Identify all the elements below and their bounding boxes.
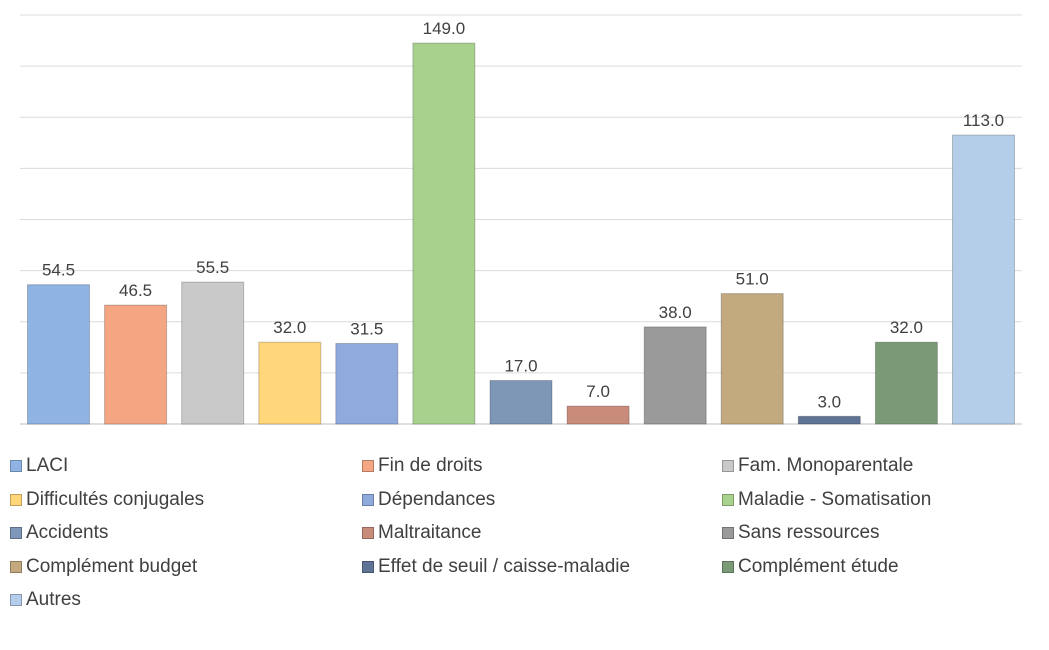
data-label-12: 32.0 bbox=[890, 318, 923, 337]
data-label-9: 38.0 bbox=[659, 303, 692, 322]
legend-label: Maltraitance bbox=[378, 522, 482, 543]
legend-swatch bbox=[362, 560, 374, 573]
data-label-11: 3.0 bbox=[817, 392, 841, 411]
legend-item-2: Fin de droits bbox=[362, 452, 483, 480]
bar-10 bbox=[720, 293, 784, 425]
legend-item-8: Maltraitance bbox=[362, 519, 482, 547]
legend-label: Complément budget bbox=[26, 555, 198, 577]
bar-13 bbox=[952, 134, 1015, 425]
legend-item-3: Fam. Monoparentale bbox=[722, 452, 913, 480]
bar-6 bbox=[412, 42, 476, 425]
legend-item-7: Accidents bbox=[10, 519, 108, 547]
data-label-4: 32.0 bbox=[273, 318, 306, 337]
legend-item-12: Complément étude bbox=[722, 553, 899, 581]
legend-label: Fam. Monoparentale bbox=[738, 455, 914, 476]
legend-item-13: Autres bbox=[10, 586, 81, 614]
data-label-5: 31.5 bbox=[350, 320, 383, 339]
legend-label: Effet de seuil / caisse-maladie bbox=[378, 555, 631, 577]
legend-label: Fin de droits bbox=[378, 455, 483, 476]
legend-swatch bbox=[10, 493, 22, 506]
legend-label: Accidents bbox=[26, 522, 109, 543]
data-label-2: 46.5 bbox=[119, 281, 152, 300]
legend-swatch bbox=[722, 460, 734, 472]
legend-swatch bbox=[10, 527, 22, 539]
legend-swatch bbox=[722, 527, 734, 539]
legend-label: Complément étude bbox=[738, 555, 899, 577]
legend-item-10: Complément budget bbox=[10, 553, 197, 581]
legend-label: Difficultés conjugales bbox=[26, 488, 205, 510]
legend-swatch bbox=[722, 493, 734, 506]
legend-swatch bbox=[362, 527, 374, 539]
legend-item-9: Sans ressources bbox=[722, 519, 880, 547]
legend-item-6: Maladie - Somatisation bbox=[722, 486, 931, 514]
legend-label: Dépendances bbox=[378, 488, 496, 510]
legend-item-11: Effet de seuil / caisse-maladie bbox=[362, 553, 630, 581]
legend-swatch bbox=[10, 594, 22, 606]
legend-label: Maladie - Somatisation bbox=[738, 488, 932, 510]
data-label-6: 149.0 bbox=[423, 19, 466, 38]
bar-7 bbox=[489, 380, 553, 425]
legend-label: Autres bbox=[26, 589, 81, 610]
data-label-10: 51.0 bbox=[736, 270, 769, 289]
data-label-7: 17.0 bbox=[504, 357, 537, 376]
legend-swatch bbox=[362, 460, 374, 472]
legend-item-1: LACI bbox=[10, 452, 68, 480]
legend-item-4: Difficultés conjugales bbox=[10, 486, 204, 514]
data-label-1: 54.5 bbox=[42, 261, 75, 280]
plot-area: 54.5 46.5 55.5 32.0 31.5 149.0 17.0 7.0 38.0 51.0… bbox=[20, 14, 1022, 425]
data-label-8: 7.0 bbox=[586, 382, 610, 401]
bar-1 bbox=[27, 284, 90, 425]
bar-3 bbox=[181, 281, 245, 425]
bar-4 bbox=[258, 341, 322, 425]
data-label-13: 113.0 bbox=[963, 111, 1004, 130]
legend-swatch bbox=[362, 493, 374, 506]
legend-swatch bbox=[10, 460, 22, 472]
legend-label: LACI bbox=[26, 455, 69, 476]
legend-swatch bbox=[722, 560, 734, 573]
bar-9 bbox=[643, 326, 707, 425]
legend-swatch bbox=[10, 560, 22, 573]
bar-2 bbox=[104, 304, 168, 425]
bar-5 bbox=[335, 343, 399, 425]
data-label-3: 55.5 bbox=[196, 258, 229, 277]
legend-item-5: Dépendances bbox=[362, 486, 495, 514]
bar-11 bbox=[797, 415, 861, 425]
legend-label: Sans ressources bbox=[738, 522, 880, 543]
bar-8 bbox=[566, 405, 630, 425]
bar-12 bbox=[874, 341, 938, 425]
